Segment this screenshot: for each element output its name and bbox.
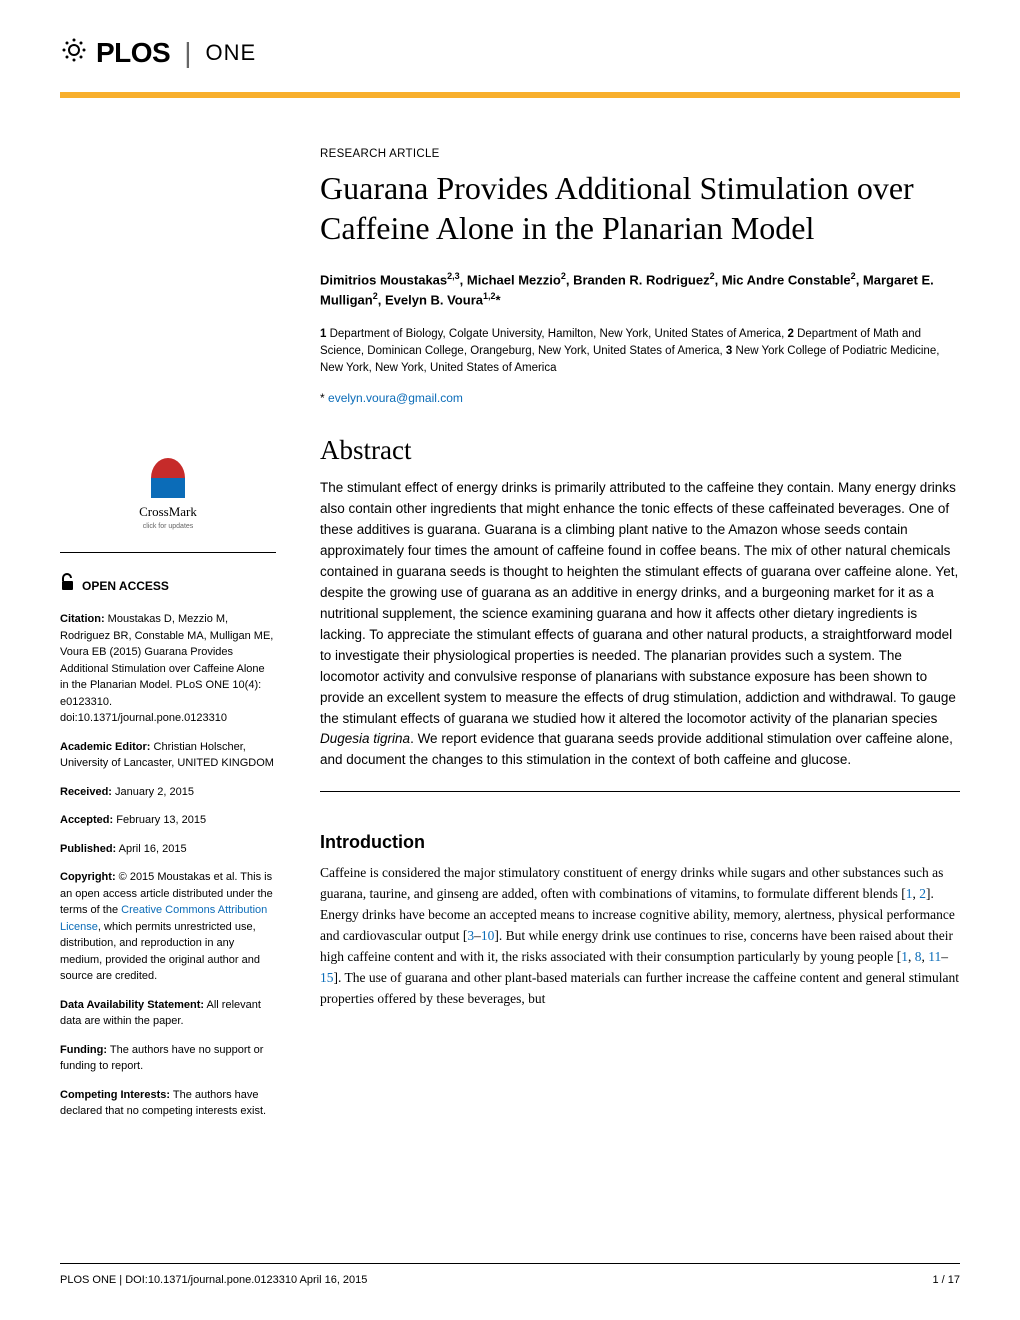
corresponding-marker: * <box>320 391 328 405</box>
published-text: April 16, 2015 <box>116 843 186 855</box>
introduction-text: Caffeine is considered the major stimula… <box>320 863 960 1009</box>
abstract-text: The stimulant effect of energy drinks is… <box>320 478 960 771</box>
ref-dash2: – <box>941 949 948 964</box>
citation-label: Citation: <box>60 613 105 625</box>
editor-block: Academic Editor: Christian Holscher, Uni… <box>60 739 276 772</box>
ref-15[interactable]: 15 <box>320 970 334 985</box>
author-3-aff: 2 <box>710 271 715 281</box>
author-6-aff: 1,2 <box>483 291 496 301</box>
published-label: Published: <box>60 843 116 855</box>
abstract-p1: The stimulant effect of energy drinks is… <box>320 480 958 725</box>
article-type: RESEARCH ARTICLE <box>320 148 960 160</box>
logo-divider: | <box>184 37 191 69</box>
author-4-aff: 2 <box>851 271 856 281</box>
funding-label: Funding: <box>60 1044 107 1056</box>
ref-1b[interactable]: 1 <box>901 949 908 964</box>
main-column: RESEARCH ARTICLE Guarana Provides Additi… <box>300 148 960 1132</box>
citation-block: Citation: Moustakas D, Mezzio M, Rodrigu… <box>60 611 276 727</box>
section-rule <box>320 791 960 792</box>
plos-logo-text: PLOS <box>96 37 170 69</box>
plos-icon <box>60 36 88 70</box>
author-5-aff: 2 <box>373 291 378 301</box>
competing-interests-block: Competing Interests: The authors have de… <box>60 1087 276 1120</box>
journal-name: ONE <box>206 40 257 66</box>
sidebar-rule <box>60 552 276 553</box>
copyright-block: Copyright: © 2015 Moustakas et al. This … <box>60 869 276 985</box>
accepted-label: Accepted: <box>60 814 113 826</box>
content-area: CrossMark click for updates OPEN ACCESS … <box>0 98 1020 1132</box>
page-footer: PLOS ONE | DOI:10.1371/journal.pone.0123… <box>60 1263 960 1286</box>
author-3: Branden R. Rodriguez <box>573 272 710 287</box>
abstract-heading: Abstract <box>320 435 960 466</box>
abstract-p2: . We report evidence that guarana seeds … <box>320 731 953 767</box>
logo-area: PLOS | ONE <box>60 36 960 70</box>
intro-p1: Caffeine is considered the major stimula… <box>320 865 943 901</box>
corresponding-email-link[interactable]: evelyn.voura@gmail.com <box>328 391 463 405</box>
data-availability-block: Data Availability Statement: All relevan… <box>60 997 276 1030</box>
published-block: Published: April 16, 2015 <box>60 841 276 858</box>
author-list: Dimitrios Moustakas2,3, Michael Mezzio2,… <box>320 270 960 310</box>
received-block: Received: January 2, 2015 <box>60 784 276 801</box>
footer-left: PLOS ONE | DOI:10.1371/journal.pone.0123… <box>60 1274 367 1286</box>
author-1-aff: 2,3 <box>447 271 460 281</box>
crossmark-sublabel: click for updates <box>60 522 276 533</box>
affiliations: 1 Department of Biology, Colgate Univers… <box>320 326 960 378</box>
corresponding-author: * evelyn.voura@gmail.com <box>320 391 960 405</box>
ref-2[interactable]: 2 <box>919 886 926 901</box>
editor-label: Academic Editor: <box>60 741 150 753</box>
author-4: Mic Andre Constable <box>722 272 851 287</box>
copyright-label: Copyright: <box>60 871 116 883</box>
page-header: PLOS | ONE <box>0 0 1020 80</box>
crossmark-label: CrossMark <box>60 502 276 522</box>
sidebar: CrossMark click for updates OPEN ACCESS … <box>60 148 300 1132</box>
crossmark-widget[interactable]: CrossMark click for updates <box>60 458 276 532</box>
ref-sep2: , <box>908 949 915 964</box>
article-title: Guarana Provides Additional Stimulation … <box>320 168 960 248</box>
accepted-text: February 13, 2015 <box>113 814 206 826</box>
aff-1-text: Department of Biology, Colgate Universit… <box>326 328 787 340</box>
received-text: January 2, 2015 <box>112 786 194 798</box>
author-1: Dimitrios Moustakas <box>320 272 447 287</box>
open-access-badge: OPEN ACCESS <box>60 573 276 599</box>
introduction-heading: Introduction <box>320 832 960 853</box>
open-lock-icon <box>60 573 76 599</box>
funding-block: Funding: The authors have no support or … <box>60 1042 276 1075</box>
footer-right: 1 / 17 <box>932 1274 960 1286</box>
competing-label: Competing Interests: <box>60 1089 170 1101</box>
ref-11[interactable]: 11 <box>928 949 941 964</box>
author-2: Michael Mezzio <box>467 272 561 287</box>
received-label: Received: <box>60 786 112 798</box>
ref-10[interactable]: 10 <box>481 928 495 943</box>
data-label: Data Availability Statement: <box>60 999 204 1011</box>
author-6: Evelyn B. Voura <box>385 292 483 307</box>
accepted-block: Accepted: February 13, 2015 <box>60 812 276 829</box>
open-access-label: OPEN ACCESS <box>82 577 169 595</box>
intro-p4: ]. The use of guarana and other plant-ba… <box>320 970 959 1006</box>
author-2-aff: 2 <box>561 271 566 281</box>
abstract-species: Dugesia tigrina <box>320 731 410 746</box>
citation-text: Moustakas D, Mezzio M, Rodriguez BR, Con… <box>60 613 273 724</box>
ref-dash: – <box>474 928 481 943</box>
crossmark-icon <box>151 458 185 498</box>
